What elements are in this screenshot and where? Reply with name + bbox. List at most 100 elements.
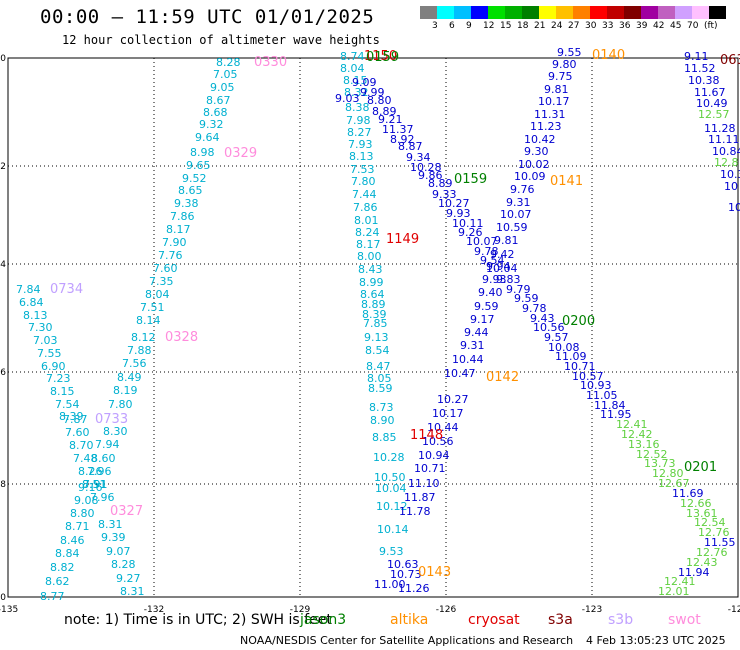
lat-tick-label: 46 <box>0 368 6 378</box>
color-scale-box <box>590 6 607 19</box>
color-scale-box <box>692 6 709 19</box>
wave-height-value: 8.13 <box>349 150 374 163</box>
lon-tick-label: -126 <box>436 605 457 615</box>
wave-height-value: 10 <box>724 180 738 193</box>
wave-height-value: 11.10 <box>408 477 440 490</box>
credit-text: NOAA/NESDIS Center for Satellite Applica… <box>240 634 574 647</box>
wave-height-value: 12.8 <box>714 156 739 169</box>
color-scale-box <box>454 6 471 19</box>
wave-height-value: 9.83 <box>496 273 521 286</box>
wave-height-value: 9.09 <box>352 76 377 89</box>
wave-height-value: 7.80 <box>108 398 133 411</box>
wave-height-value: 12.41 <box>664 575 696 588</box>
wave-height-value: 9.26 <box>458 226 483 239</box>
lat-tick-label: 40 <box>0 54 6 64</box>
wave-height-value: 8.00 <box>357 250 382 263</box>
wave-height-value: 9.08 <box>74 494 99 507</box>
wave-height-value: 8.70 <box>69 439 94 452</box>
pass-time-label: 1150 <box>364 49 397 64</box>
wave-height-value: 11.84 <box>594 399 626 412</box>
wave-height-value: 13.73 <box>644 457 676 470</box>
wave-height-value: 9.78 <box>474 245 499 258</box>
wave-height-value: 10.11 <box>452 217 484 230</box>
color-scale-label: 12 <box>483 21 495 31</box>
footer-note: note: 1) Time is in UTC; 2) SWH is feet <box>64 612 332 628</box>
wave-height-value: 6.84 <box>19 296 44 309</box>
wave-height-value: 9.57 <box>544 331 569 344</box>
lon-tick-label: -135 <box>0 605 18 615</box>
wave-height-value: 9.54 <box>480 254 505 267</box>
wave-height-value: 9.33 <box>432 188 457 201</box>
wave-height-value: 7.05 <box>213 68 238 81</box>
wave-height-value: 8.90 <box>370 414 395 427</box>
wave-height-value: 7.30 <box>28 321 53 334</box>
wave-height-value: 12.42 <box>621 428 653 441</box>
color-scale-label: 21 <box>534 21 546 31</box>
lon-tick-label: -120 <box>728 605 740 615</box>
wave-height-value: 12.43 <box>686 556 718 569</box>
color-scale-label: 45 <box>670 21 682 31</box>
wave-height-value: 9.07 <box>106 545 131 558</box>
wave-height-value: 9.17 <box>470 313 495 326</box>
wave-height-value: 8.31 <box>98 518 123 531</box>
wave-height-value: 7.35 <box>149 275 174 288</box>
wave-height-value: 11.94 <box>678 566 710 579</box>
wave-height-value: 10.02 <box>518 158 550 171</box>
wave-height-value: 9.81 <box>494 234 519 247</box>
wave-height-value: 11.00 <box>374 578 406 591</box>
wave-height-value: 9.55 <box>557 46 582 59</box>
wave-height-value: 7.96 <box>87 465 112 478</box>
legend-item-swot: swot <box>668 612 701 628</box>
wave-height-value: 8.39 <box>59 410 84 423</box>
wave-height-value: 9.40 <box>478 286 503 299</box>
pass-time-label: 0200 <box>562 314 595 329</box>
wave-height-value: 10.94 <box>418 449 450 462</box>
wave-height-value: 11.87 <box>404 491 436 504</box>
legend-item-s3a: s3a <box>548 612 573 628</box>
wave-height-value: 8.71 <box>65 520 90 533</box>
wave-height-value: 10.50 <box>374 471 406 484</box>
wave-height-value: 8.39 <box>362 308 387 321</box>
color-scale-label: 18 <box>517 21 529 31</box>
wave-height-value: 10.63 <box>387 558 419 571</box>
wave-height-value: 12.80 <box>652 467 684 480</box>
wave-height-value: 9.43 <box>530 312 555 325</box>
wave-height-value: 8.74 <box>340 50 365 63</box>
wave-height-value: 11.11 <box>708 133 740 146</box>
wave-height-value: 8.87 <box>398 140 423 153</box>
wave-height-value: 7.90 <box>162 236 187 249</box>
wave-height-value: 10.12 <box>376 500 408 513</box>
wave-height-value: 9.16 <box>78 481 103 494</box>
wave-height-value: 8.43 <box>358 263 383 276</box>
wave-height-value: 8.54 <box>365 344 390 357</box>
wave-height-value: 8.30 <box>103 425 128 438</box>
wave-height-value: 7.96 <box>90 491 115 504</box>
wave-height-value: 13.16 <box>628 438 660 451</box>
pass-time-label: 0159 <box>366 50 399 65</box>
wave-height-value: 7.53 <box>350 163 375 176</box>
pass-time-label: 0143 <box>418 565 451 580</box>
wave-height-value: 10.84 <box>712 145 740 158</box>
wave-height-value: 8.13 <box>23 309 48 322</box>
wave-height-value: 10.07 <box>500 208 532 221</box>
wave-height-value: 10.44 <box>427 421 459 434</box>
pass-time-label: 0140 <box>592 48 625 63</box>
wave-height-value: 7.98 <box>346 114 371 127</box>
wave-height-value: 10.71 <box>414 462 446 475</box>
wave-height-value: 9.75 <box>548 70 573 83</box>
wave-height-value: 8.17 <box>166 223 191 236</box>
wave-height-value: 8.28 <box>111 558 136 571</box>
lat-tick-label: 48 <box>0 480 6 490</box>
color-scale-box <box>675 6 692 19</box>
wave-height-value: 8.62 <box>45 575 70 588</box>
wave-height-value: 10.56 <box>422 435 454 448</box>
color-scale-box <box>437 6 454 19</box>
wave-height-value: 12.76 <box>696 546 728 559</box>
wave-height-value: 7.60 <box>65 426 90 439</box>
wave-height-value: 9.53 <box>379 545 404 558</box>
color-scale-box <box>522 6 539 19</box>
wave-height-value: 9.27 <box>116 572 141 585</box>
wave-height-value: 12.76 <box>698 526 730 539</box>
legend-item-s3b: s3b <box>608 612 634 628</box>
wave-height-value: 10.28 <box>373 451 405 464</box>
